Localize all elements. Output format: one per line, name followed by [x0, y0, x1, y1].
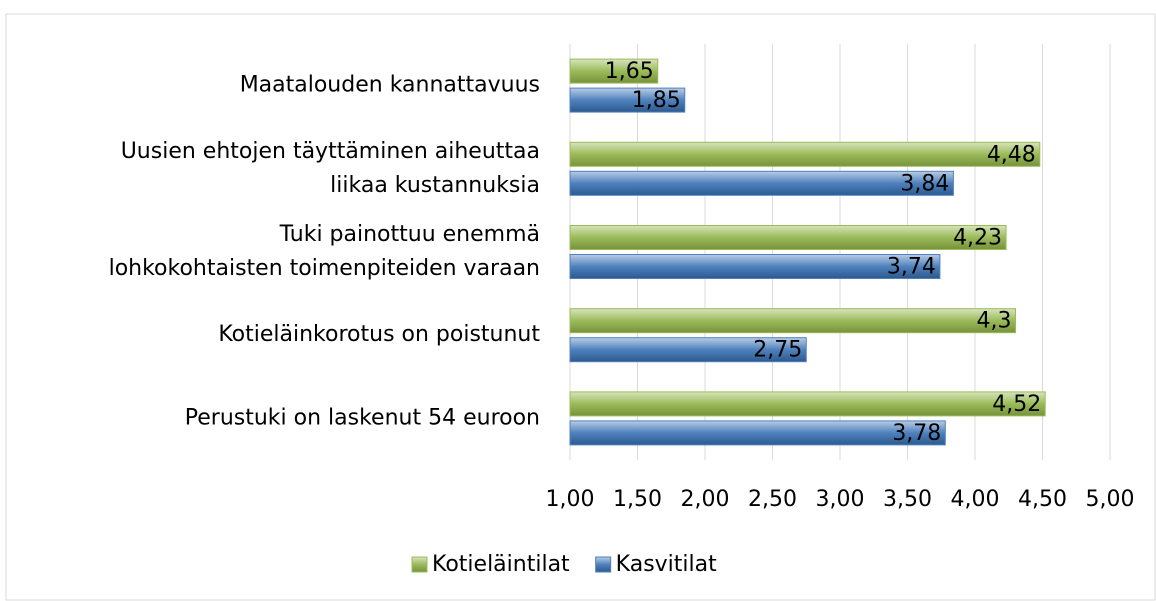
legend-label: Kotieläintilat: [432, 552, 570, 577]
y-tick-label: Uusien ehtojen täyttäminen aiheuttaa liik…: [121, 139, 540, 198]
bar: [569, 170, 954, 196]
bar: [569, 391, 1046, 417]
data-label: 2,75: [753, 338, 802, 363]
data-label: 1,85: [632, 88, 681, 113]
legend-label: Kasvitilat: [616, 552, 717, 577]
data-label: 3,84: [900, 171, 949, 196]
legend-swatch: [411, 556, 428, 573]
bar: [569, 254, 941, 279]
x-tick-label: 3,00: [816, 487, 865, 512]
data-label: 4,23: [953, 226, 1002, 251]
x-tick-label: 2,50: [748, 487, 797, 512]
bar: [569, 225, 1007, 250]
data-label: 3,74: [887, 255, 936, 280]
x-tick-label: 1,50: [613, 487, 662, 512]
data-label: 3,78: [892, 421, 941, 446]
x-tick-label: 4,00: [951, 487, 1000, 512]
bar: [569, 420, 946, 446]
bar: [569, 58, 659, 84]
y-tick-label: Maatalouden kannattavuus: [240, 73, 540, 98]
x-tick-label: 3,50: [883, 487, 932, 512]
data-label: 4,48: [987, 142, 1036, 167]
bar: [569, 308, 1016, 334]
data-label: 4,3: [977, 309, 1012, 334]
y-tick-label: Kotieläinkorotus on poistunut: [218, 322, 540, 347]
chart-frame: [5, 13, 1156, 601]
data-label: 4,52: [992, 392, 1041, 417]
data-label: 1,65: [605, 59, 654, 84]
x-tick-label: 2,00: [681, 487, 730, 512]
y-tick-label: Tuki painottuu enemmä lohkokohtaisten toi…: [109, 222, 540, 281]
legend-swatch: [595, 556, 612, 573]
x-tick-label: 5,00: [1086, 487, 1135, 512]
bar: [569, 141, 1041, 167]
bar: [569, 337, 807, 363]
x-tick-label: 4,50: [1018, 487, 1067, 512]
x-tick-label: 1,00: [546, 487, 595, 512]
bar: [569, 87, 686, 113]
y-tick-label: Perustuki on laskenut 54 euroon: [185, 405, 540, 430]
